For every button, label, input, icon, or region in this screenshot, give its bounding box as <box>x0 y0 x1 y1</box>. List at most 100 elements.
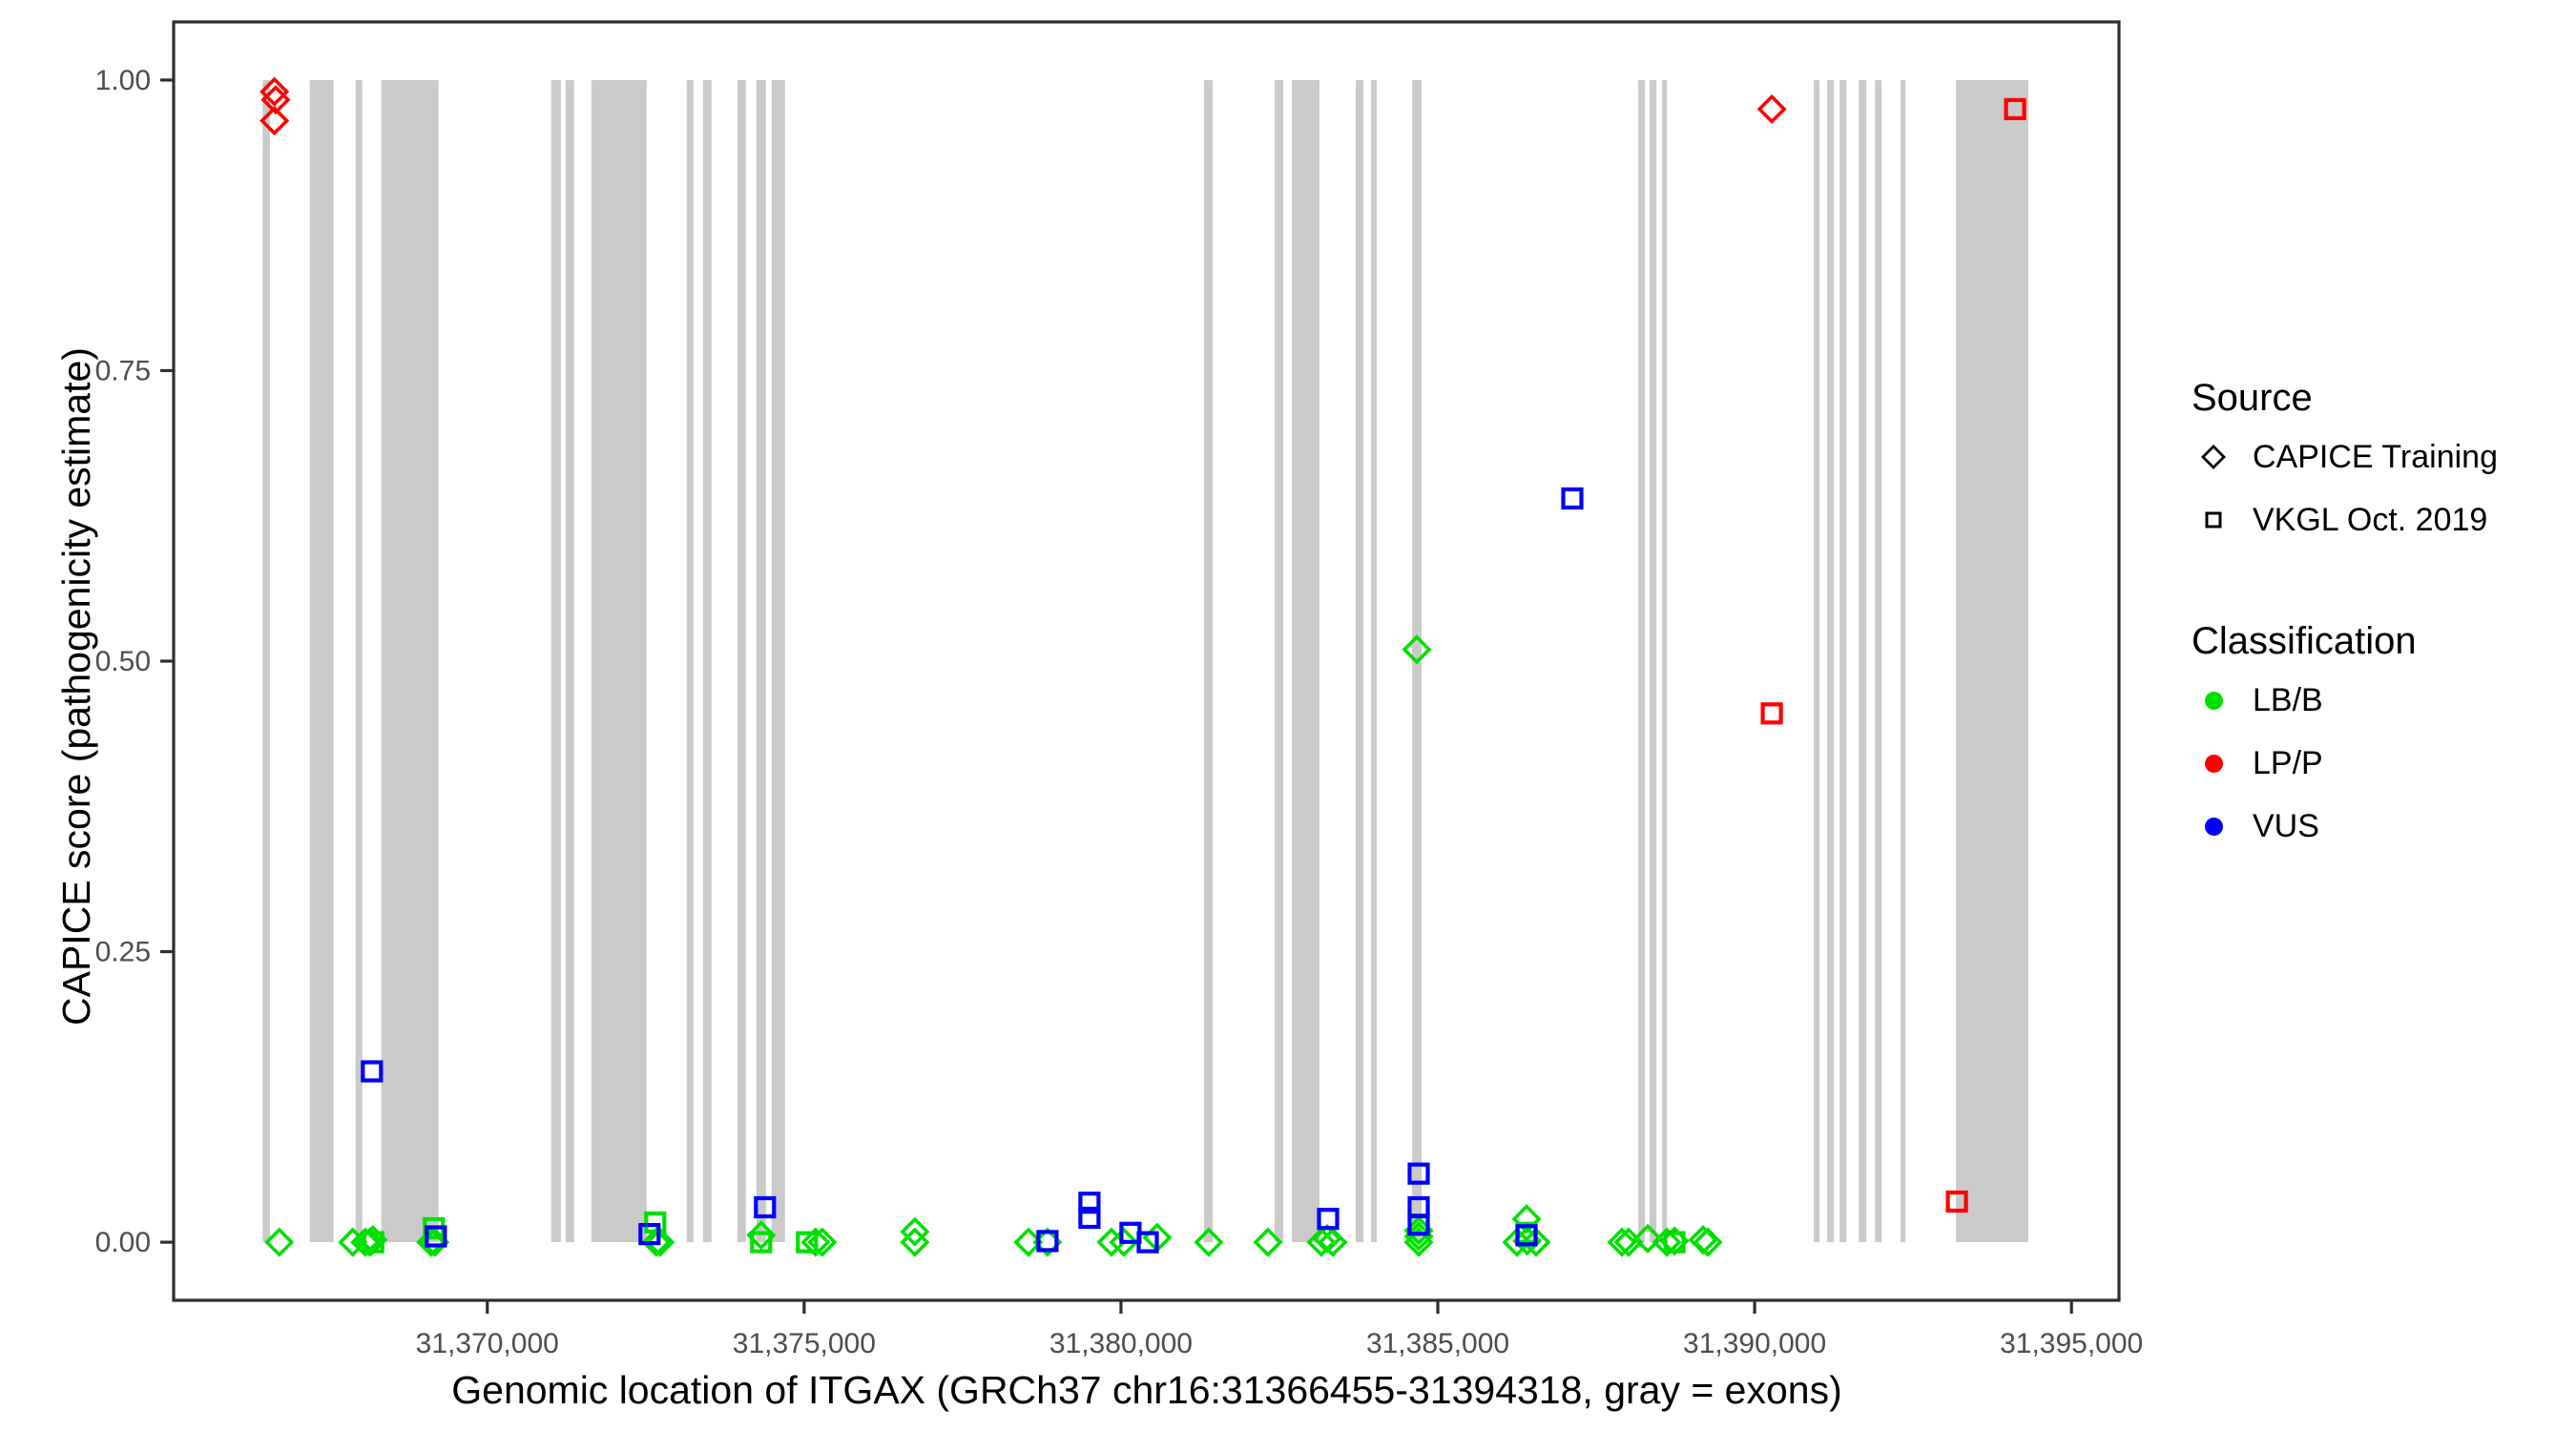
data-point-diamond <box>264 1227 295 1257</box>
data-point-diamond <box>1194 1227 1224 1257</box>
exon-bar <box>1356 79 1363 1243</box>
legend-classification-items: LB/B LP/P VUS <box>2192 669 2573 858</box>
x-tick-label: 31,375,000 <box>733 1328 876 1359</box>
exon-bar <box>565 79 574 1243</box>
data-point-diamond <box>746 1220 777 1251</box>
data-point-square <box>796 1231 819 1254</box>
data-point-square <box>361 1060 384 1083</box>
data-point-diamond <box>260 105 290 136</box>
x-axis-ticks: 31,370,000 31,375,000 31,380,000 31,385,000… <box>416 1300 2143 1359</box>
color-dot-icon <box>2192 681 2235 719</box>
data-point-diamond <box>260 85 291 115</box>
exon-bar <box>1839 79 1847 1243</box>
data-point-diamond <box>900 1216 930 1247</box>
color-dot-icon <box>2192 744 2235 782</box>
x-tick-label: 31,385,000 <box>1366 1328 1509 1359</box>
exon-bar <box>1650 79 1657 1243</box>
data-point-diamond <box>645 1227 675 1257</box>
y-tick-label: 0.50 <box>95 646 151 677</box>
legend-source-title: Source <box>2192 377 2313 419</box>
data-point-square <box>754 1195 777 1219</box>
data-point-diamond <box>807 1227 838 1257</box>
exon-bar <box>1814 79 1820 1243</box>
data-point-square <box>362 1231 384 1254</box>
data-point-square <box>750 1231 773 1254</box>
exon-bar <box>1827 79 1835 1243</box>
exon-bar <box>309 79 334 1243</box>
data-point-diamond <box>1253 1227 1283 1257</box>
legend-item-lp-p: LP/P <box>2192 732 2573 795</box>
exon-bar <box>1956 79 2028 1243</box>
legend: Source CAPICE Training VKGL Oct. 2019 Cla… <box>2192 377 2573 858</box>
x-tick-label: 31,380,000 <box>1049 1328 1193 1359</box>
data-point-diamond <box>1318 1227 1348 1257</box>
data-point-diamond <box>1403 1227 1434 1257</box>
exon-bar <box>262 79 270 1243</box>
exon-bars-layer <box>262 79 2028 1243</box>
data-point-square <box>1036 1230 1059 1253</box>
exon-bar <box>756 79 766 1243</box>
legend-item-label: VKGL Oct. 2019 <box>2253 501 2488 538</box>
exon-bar <box>771 79 785 1243</box>
legend-item-label: CAPICE Training <box>2253 438 2498 475</box>
data-point-diamond <box>1502 1227 1532 1257</box>
y-tick-label: 0.75 <box>95 355 151 386</box>
data-point-diamond <box>1521 1227 1551 1257</box>
data-point-diamond <box>350 1227 381 1257</box>
data-point-diamond <box>900 1227 930 1257</box>
y-tick-label: 0.25 <box>95 937 151 968</box>
y-axis-title: CAPICE score (pathogenicity estimate) <box>54 347 98 1026</box>
data-point-square <box>1561 487 1584 510</box>
data-point-square <box>1078 1206 1101 1230</box>
data-point-square <box>1078 1192 1101 1214</box>
exon-bar <box>1662 79 1668 1243</box>
data-point-diamond <box>1688 1225 1718 1255</box>
data-point-diamond <box>1652 1227 1682 1257</box>
legend-source-group: Source CAPICE Training VKGL Oct. 2019 <box>2192 377 2573 551</box>
color-dot-icon <box>2192 807 2235 845</box>
data-point-square <box>1407 1213 1430 1236</box>
square-marker-icon <box>2192 501 2235 539</box>
legend-item-capice-training: CAPICE Training <box>2192 425 2573 488</box>
exon-bar <box>1371 79 1377 1243</box>
exon-bar <box>737 79 746 1243</box>
legend-item-lb-b: LB/B <box>2192 669 2573 732</box>
exon-bar <box>381 79 439 1243</box>
exon-bar <box>355 79 363 1243</box>
data-point-diamond <box>1109 1227 1139 1257</box>
data-point-diamond <box>1632 1223 1663 1254</box>
data-point-square <box>2004 97 2026 121</box>
legend-item-label: LB/B <box>2253 681 2323 718</box>
data-point-square <box>638 1222 661 1246</box>
data-point-square <box>425 1225 447 1248</box>
legend-classification-group: Classification LB/B LP/P VUS <box>2192 620 2573 858</box>
exon-bar <box>591 79 647 1243</box>
legend-item-vkgl-oct-2019: VKGL Oct. 2019 <box>2192 488 2573 551</box>
exon-bar <box>1292 79 1319 1243</box>
data-point-diamond <box>1693 1227 1723 1257</box>
legend-classification-title: Classification <box>2192 620 2417 662</box>
data-point-diamond <box>1607 1227 1637 1257</box>
data-point-diamond <box>260 76 290 107</box>
data-point-diamond <box>1756 93 1787 124</box>
exon-bar <box>1275 79 1283 1243</box>
exon-bar <box>1875 79 1882 1243</box>
exon-bar <box>1859 79 1867 1243</box>
exon-bar <box>551 79 561 1243</box>
data-point-square <box>644 1211 667 1234</box>
exon-bar <box>1204 79 1213 1243</box>
legend-source-items: CAPICE Training VKGL Oct. 2019 <box>2192 425 2573 551</box>
exon-bar <box>1901 79 1906 1243</box>
data-point-square <box>1317 1208 1340 1231</box>
exon-bar <box>702 79 712 1243</box>
y-tick-label: 1.00 <box>95 65 151 96</box>
data-point-square <box>1663 1231 1686 1254</box>
data-point-square <box>1760 702 1783 725</box>
data-points-layer <box>260 76 2026 1257</box>
exon-bar <box>1638 79 1646 1243</box>
data-point-diamond <box>800 1227 831 1257</box>
data-point-square <box>1515 1224 1538 1247</box>
data-point-diamond <box>1402 634 1432 665</box>
